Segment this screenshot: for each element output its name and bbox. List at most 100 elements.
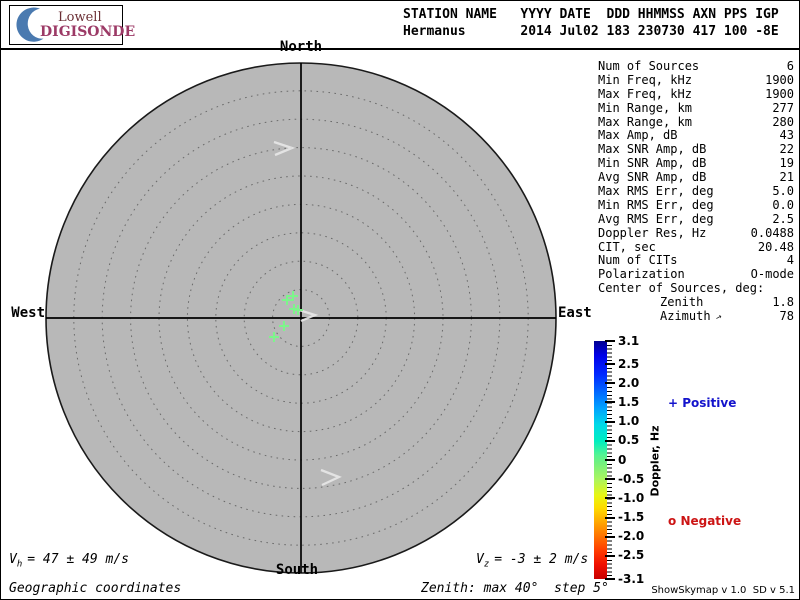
legend-positive-label: Positive: [682, 396, 737, 410]
stat-value: 0.0: [772, 197, 794, 212]
colorbar-major-tick: [605, 439, 615, 442]
stat-row: CIT, sec 20.48: [598, 239, 794, 255]
stat-value: 0.0488: [750, 225, 794, 240]
velocity-arrow: [298, 308, 319, 323]
plus-marker-icon: +: [668, 396, 679, 410]
colorbar-major-tick: [605, 554, 615, 557]
colorbar-major-tick: [605, 578, 615, 580]
stat-label: Min Freq, kHz: [598, 72, 692, 87]
colorbar-tick-label: -1.0: [618, 490, 645, 505]
stat-value: 4: [786, 253, 794, 268]
stat-label: Min Range, km: [598, 100, 692, 115]
colorbar-major-tick: [605, 497, 615, 500]
colorbar-major-tick: [605, 363, 615, 366]
stat-label: Max SNR Amp, dB: [598, 142, 707, 157]
colorbar-tick-label: 2.5: [618, 356, 640, 371]
stat-value: 20.48: [757, 239, 794, 254]
stat-row: Min SNR Amp, dB 19: [598, 156, 794, 171]
chevron-mark-top: [273, 140, 296, 157]
stat-value: 1900: [765, 72, 794, 87]
chevron-mark-bottom: [320, 468, 342, 487]
stat-label: Zenith: [660, 295, 704, 310]
legend-negative: o Negative: [668, 514, 741, 528]
doppler-colorbar: [594, 341, 607, 579]
colorbar-tick-label: -1.5: [618, 510, 645, 525]
colorbar-major-tick: [605, 516, 615, 519]
stat-label: Doppler Res, Hz: [598, 225, 707, 240]
colorbar-major-tick: [605, 478, 615, 481]
stat-label: Max Freq, kHz: [598, 86, 692, 101]
stat-row: Min Freq, kHz 1900: [598, 72, 794, 88]
colorbar-major-tick: [605, 459, 615, 461]
stat-label: Polarization: [598, 267, 685, 282]
stat-value: O-mode: [750, 267, 794, 282]
colorbar-major-tick: [605, 420, 615, 423]
stat-row: Max Range, km 280: [598, 114, 794, 130]
stats-panel: Num of Sources 6 Min Freq, kHz 1900 Max Freq…: [598, 59, 794, 324]
stat-label: Center of Sources, deg:: [598, 281, 765, 296]
stat-label: Avg SNR Amp, dB: [598, 170, 707, 185]
stat-row: Avg SNR Amp, dB 21: [598, 170, 794, 185]
colorbar-tick-label: 1.0: [618, 414, 640, 429]
stat-label: Avg RMS Err, deg: [598, 211, 714, 226]
stat-row: Num of CITs 4: [598, 254, 794, 268]
colorbar-tick-label: -3.1: [618, 571, 645, 586]
version-text: ShowSkymap v 1.0 SD v 5.1: [651, 585, 795, 596]
stat-row: Max Amp, dB 43: [598, 129, 794, 143]
compass-label-east: East: [558, 305, 592, 321]
legend-positive: + Positive: [668, 396, 736, 410]
compass-label-south: South: [275, 562, 319, 578]
stat-row: Polarization O-mode: [598, 267, 794, 282]
source-marker: [282, 295, 292, 305]
stat-value: 43: [779, 128, 794, 143]
stat-label: Max Range, km: [598, 114, 692, 129]
colorbar-tick-label: -2.0: [618, 529, 645, 544]
colorbar-tick-label: 1.5: [618, 394, 640, 409]
stat-value: 1900: [765, 86, 794, 101]
stat-row: Azimuth → 78: [598, 309, 794, 324]
lowell-digisonde-logo: Lowell DIGISONDE: [9, 5, 135, 45]
header-line-2: Hermanus 2014 Jul02 183 230730 417 100 -…: [403, 24, 779, 39]
compass-label-north: North: [279, 39, 323, 55]
colorbar-tick-label: -0.5: [618, 471, 645, 486]
legend-negative-label: Negative: [680, 514, 742, 528]
stat-value: 5.0: [772, 184, 794, 199]
stat-row: Min RMS Err, deg 0.0: [598, 197, 794, 213]
source-marker: [279, 321, 289, 331]
compass-label-west: West: [11, 305, 45, 321]
station-header: STATION NAME YYYY DATE DDD HHMMSS AXN PP…: [403, 6, 779, 40]
colorbar-tick-label: 2.0: [618, 375, 640, 390]
stat-row: Doppler Res, Hz 0.0488: [598, 225, 794, 241]
stat-label: Azimuth →: [660, 309, 724, 324]
stat-value: 2.5: [772, 211, 794, 226]
stat-value: 22: [779, 142, 794, 157]
source-marker: [269, 332, 279, 342]
stat-value: 21: [779, 170, 794, 185]
stat-row: Min Range, km 277: [598, 100, 794, 116]
coordinates-note: Geographic coordinates: [9, 581, 182, 596]
logo-lowell: Lowell: [58, 10, 102, 25]
stat-row: Max SNR Amp, dB 22: [598, 142, 794, 157]
circle-marker-icon: o: [668, 514, 677, 528]
stat-label: Max RMS Err, deg: [598, 184, 714, 199]
stat-value: 277: [772, 100, 794, 115]
stat-row: Num of Sources 6: [598, 59, 794, 74]
colorbar-major-tick: [605, 401, 615, 404]
logo-digisonde: DIGISONDE: [40, 24, 136, 40]
stat-label: Min SNR Amp, dB: [598, 156, 707, 171]
stat-row: Zenith 1.8: [598, 295, 794, 310]
stat-row: Avg RMS Err, deg 2.5: [598, 211, 794, 227]
stat-value: 1.8: [772, 295, 794, 310]
vh-readout: Vh = 47 ± 49 m/s: [9, 552, 129, 570]
stat-value: 19: [779, 156, 794, 171]
source-marker: [293, 305, 303, 315]
stat-value: 280: [772, 114, 794, 129]
colorbar-major-tick: [605, 382, 615, 385]
header-band: Lowell DIGISONDE STATION NAME YYYY DATE …: [1, 1, 799, 50]
stat-label: Num of CITs: [598, 253, 678, 268]
azimuth-direction-arrow-icon: →: [713, 311, 724, 324]
colorbar-tick-label: 0.5: [618, 433, 640, 448]
stat-label: CIT, sec: [598, 239, 656, 254]
